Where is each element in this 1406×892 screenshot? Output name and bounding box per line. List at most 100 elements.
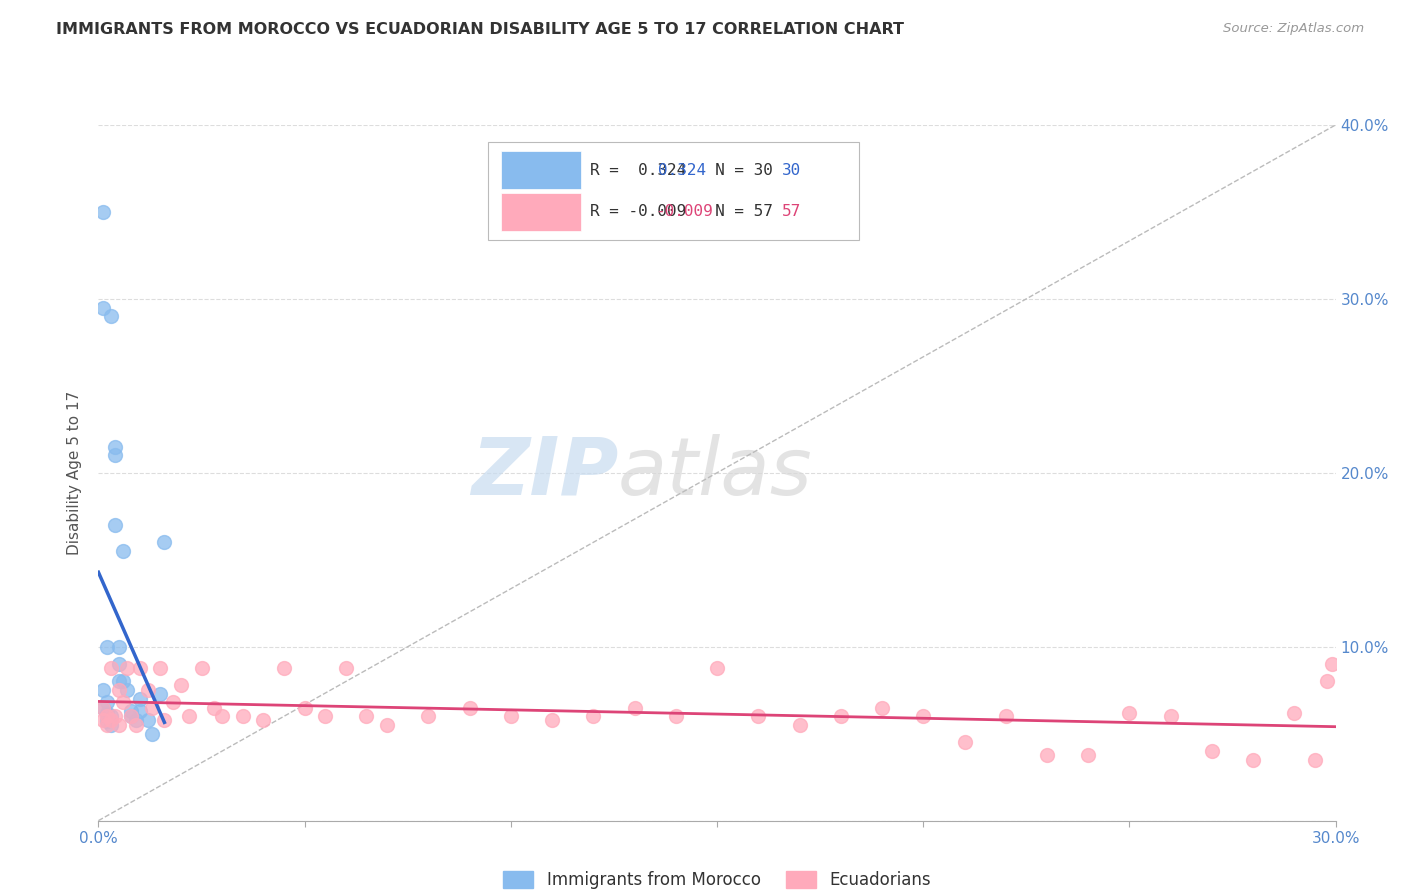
Point (108, 674, 131, 689)
Point (149, 660, 172, 674)
Point (162, 695, 184, 709)
Point (953, 735, 976, 749)
Point (1036, 747, 1059, 762)
Point (91, 700, 114, 714)
Point (541, 713, 564, 727)
Point (747, 709, 769, 723)
Point (96, 714, 118, 729)
Text: Source: ZipAtlas.com: Source: ZipAtlas.com (1223, 22, 1364, 36)
Point (1160, 709, 1182, 723)
Point (136, 683, 159, 698)
Point (104, 517, 127, 532)
Point (273, 660, 295, 674)
Point (294, 700, 316, 714)
Text: R =  0.324   N = 30: R = 0.324 N = 30 (589, 162, 772, 178)
Text: -0.009: -0.009 (655, 204, 713, 219)
Point (91, 301, 114, 315)
Point (375, 718, 398, 732)
Point (153, 535, 176, 549)
Point (994, 709, 1017, 723)
Point (91, 713, 114, 727)
Point (124, 718, 146, 732)
Text: IMMIGRANTS FROM MOROCCO VS ECUADORIAN DISABILITY AGE 5 TO 17 CORRELATION CHART: IMMIGRANTS FROM MOROCCO VS ECUADORIAN DI… (56, 22, 904, 37)
Point (96, 709, 118, 723)
Point (232, 709, 254, 723)
FancyBboxPatch shape (501, 151, 581, 189)
Point (100, 310, 122, 324)
Point (211, 709, 233, 723)
Point (141, 726, 163, 740)
FancyBboxPatch shape (501, 193, 581, 231)
Point (128, 660, 150, 674)
Text: 57: 57 (782, 204, 800, 219)
Legend: Immigrants from Morocco, Ecuadorians: Immigrants from Morocco, Ecuadorians (496, 864, 938, 892)
Point (582, 709, 605, 723)
Point (830, 709, 852, 723)
Point (1316, 674, 1339, 689)
Point (120, 704, 142, 718)
Text: R = -0.009   N = 57: R = -0.009 N = 57 (589, 204, 772, 219)
Point (1284, 706, 1306, 720)
Y-axis label: Disability Age 5 to 17: Disability Age 5 to 17 (67, 391, 83, 555)
Point (104, 440, 127, 454)
Point (789, 718, 811, 732)
Point (458, 700, 481, 714)
Point (170, 678, 193, 692)
Point (1201, 744, 1223, 758)
Point (1241, 753, 1264, 767)
Point (153, 713, 176, 727)
Text: ZIP: ZIP (471, 434, 619, 512)
Point (499, 709, 522, 723)
Point (112, 674, 135, 689)
Point (91, 683, 114, 698)
Point (418, 709, 440, 723)
Point (104, 448, 127, 462)
Point (149, 687, 172, 701)
Point (108, 718, 131, 732)
Point (623, 700, 645, 714)
Point (356, 709, 378, 723)
Point (96, 709, 118, 723)
Point (112, 695, 135, 709)
Point (112, 544, 135, 558)
FancyBboxPatch shape (488, 142, 859, 240)
Point (100, 718, 122, 732)
Point (96, 640, 118, 654)
Point (1320, 657, 1343, 671)
Point (91, 700, 114, 714)
Point (91, 205, 114, 219)
Point (120, 709, 142, 723)
Point (665, 709, 688, 723)
Text: atlas: atlas (619, 434, 813, 512)
Point (141, 700, 163, 714)
Point (190, 660, 212, 674)
Point (100, 713, 122, 727)
Point (202, 700, 225, 714)
Point (128, 704, 150, 718)
Point (96, 718, 118, 732)
Text: 30: 30 (782, 162, 800, 178)
Point (179, 709, 201, 723)
Point (96, 706, 118, 720)
Text: 0.324: 0.324 (658, 162, 706, 178)
Point (128, 692, 150, 706)
Point (912, 709, 935, 723)
Point (120, 709, 142, 723)
Point (870, 700, 893, 714)
Point (108, 640, 131, 654)
Point (252, 713, 274, 727)
Point (1303, 753, 1326, 767)
Point (335, 660, 357, 674)
Point (117, 660, 139, 674)
Point (100, 709, 122, 723)
Point (124, 713, 146, 727)
Point (96, 695, 118, 709)
Point (100, 660, 122, 674)
Point (706, 660, 728, 674)
Point (108, 683, 131, 698)
Point (314, 709, 336, 723)
Point (108, 657, 131, 671)
Point (1118, 706, 1140, 720)
Point (117, 683, 139, 698)
Point (1077, 747, 1099, 762)
